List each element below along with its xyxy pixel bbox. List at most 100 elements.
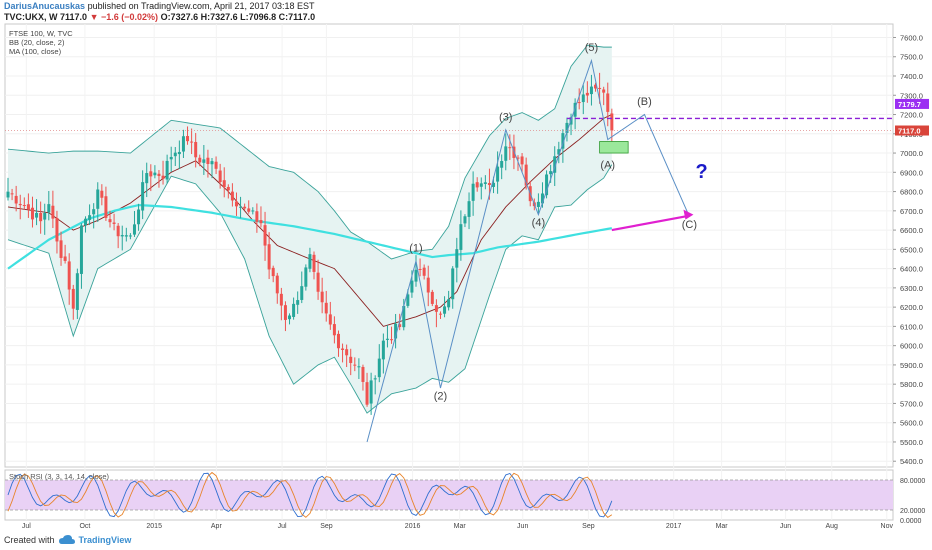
time-tick-label: 2017 xyxy=(666,523,682,530)
candle-body xyxy=(479,183,483,187)
arrow-head-icon xyxy=(683,209,694,220)
change-value: −1.6 (−0.02%) xyxy=(101,12,159,22)
candle-body xyxy=(300,286,304,300)
candle-body xyxy=(418,268,422,270)
price-tick-label: 7600.0 xyxy=(900,33,923,42)
candle-body xyxy=(108,219,112,223)
level-tag-label: 7179.7 xyxy=(898,100,921,109)
candle-body xyxy=(47,204,51,213)
candle-body xyxy=(341,348,345,350)
candle-body xyxy=(606,93,610,112)
candle-body xyxy=(455,249,459,268)
candle-body xyxy=(602,89,606,93)
candle-body xyxy=(92,209,96,215)
candle-body xyxy=(394,323,398,339)
candle-body xyxy=(206,157,210,165)
candle-body xyxy=(120,235,124,237)
candle-body xyxy=(434,305,438,312)
tradingview-brand[interactable]: TradingView xyxy=(78,535,132,545)
time-tick-label: Aug xyxy=(825,523,838,530)
candle-body xyxy=(332,324,336,336)
candle-body xyxy=(141,182,145,211)
candle-body xyxy=(402,305,406,328)
candle-body xyxy=(251,210,255,212)
candle-body xyxy=(239,206,243,208)
candle-body xyxy=(226,186,230,191)
candle-body xyxy=(304,267,308,287)
candle-body xyxy=(157,173,161,177)
candle-body xyxy=(589,86,593,95)
time-tick-label: Jun xyxy=(780,523,791,530)
author-link[interactable]: DariusAnucauskas xyxy=(4,1,86,11)
wave-label: (3) xyxy=(499,111,512,123)
candle-body xyxy=(230,191,234,201)
candle-body xyxy=(328,314,332,325)
candle-body xyxy=(336,333,340,349)
candle-body xyxy=(504,146,508,161)
candle-body xyxy=(30,207,34,220)
candle-body xyxy=(181,136,185,152)
price-tick-label: 5500.0 xyxy=(900,438,923,447)
symbol-label: TVC:UKX, W xyxy=(4,12,58,22)
candle-body xyxy=(500,161,504,168)
price-tick-label: 6700.0 xyxy=(900,207,923,216)
candle-body xyxy=(165,160,169,180)
price-tick-label: 7200.0 xyxy=(900,111,923,120)
time-tick-label: Jul xyxy=(22,523,31,530)
candle-body xyxy=(447,299,451,308)
candle-body xyxy=(39,212,43,222)
candle-body xyxy=(573,102,577,117)
price-pane-frame xyxy=(4,23,894,468)
candle-body xyxy=(259,220,263,224)
candle-body xyxy=(22,205,26,207)
candle-body xyxy=(430,291,434,304)
candle-body xyxy=(377,358,381,378)
candle-body xyxy=(186,136,190,142)
candle-body xyxy=(292,303,296,317)
time-tick-label: Oct xyxy=(79,523,90,530)
candle-body xyxy=(553,156,557,173)
candle-body xyxy=(320,291,324,303)
legend-entry: BB (20, close, 2) xyxy=(9,38,65,47)
candle-body xyxy=(483,182,487,184)
price-tick-label: 5400.0 xyxy=(900,457,923,466)
candle-body xyxy=(161,175,165,179)
price-tick-label: 6500.0 xyxy=(900,245,923,254)
candle-body xyxy=(385,338,389,340)
price-tick-label: 5900.0 xyxy=(900,361,923,370)
time-tick-label: Mar xyxy=(454,523,467,530)
time-tick-label: Sep xyxy=(320,523,333,530)
candle-body xyxy=(88,215,92,220)
candle-body xyxy=(508,147,512,149)
candle-body xyxy=(398,324,402,327)
candle-body xyxy=(577,102,581,104)
candle-body xyxy=(271,267,275,277)
stoch-d-line xyxy=(7,471,613,518)
candle-body xyxy=(222,180,226,188)
candle-body xyxy=(443,306,447,314)
candle-body xyxy=(255,211,259,222)
candle-body xyxy=(345,349,349,356)
price-chart[interactable]: (1) (2) (3) (4) (5) (A) (B) (C)? 5400.0 5500.0 56… xyxy=(0,22,932,532)
time-tick-label: 2015 xyxy=(146,523,162,530)
time-tick-label: Nov xyxy=(881,523,894,530)
candle-body xyxy=(296,300,300,305)
candle-body xyxy=(557,149,561,155)
candle-body xyxy=(492,182,496,187)
candle-body xyxy=(283,305,287,320)
time-tick-label: Jul xyxy=(278,523,287,530)
candle-body xyxy=(75,273,79,310)
last-price-tag xyxy=(895,125,929,136)
wave-label: (A) xyxy=(600,159,615,171)
candle-body xyxy=(349,356,353,363)
price-tick-label: 6100.0 xyxy=(900,322,923,331)
candle-body xyxy=(410,280,414,293)
candle-body xyxy=(288,315,292,320)
candle-body xyxy=(124,235,128,237)
candle-body xyxy=(463,216,467,224)
candle-body xyxy=(112,222,116,224)
candle-body xyxy=(365,382,369,405)
candle-body xyxy=(475,182,479,188)
price-tick-label: 5600.0 xyxy=(900,419,923,428)
price-tick-label: 7000.0 xyxy=(900,149,923,158)
